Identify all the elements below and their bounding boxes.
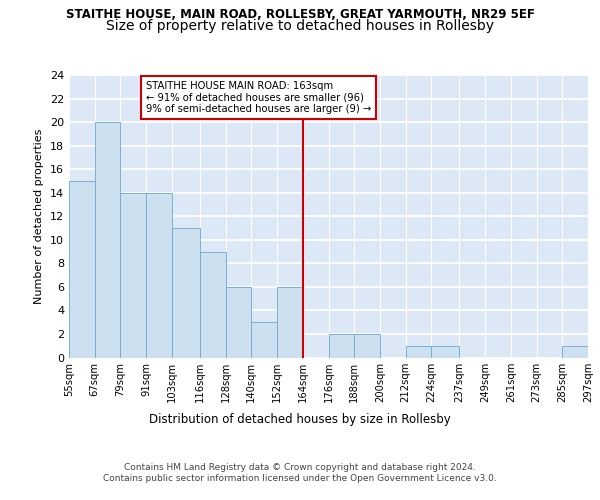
Bar <box>251 322 277 358</box>
Bar <box>329 334 354 357</box>
Text: STAITHE HOUSE MAIN ROAD: 163sqm
← 91% of detached houses are smaller (96)
9% of : STAITHE HOUSE MAIN ROAD: 163sqm ← 91% of… <box>146 81 371 114</box>
Bar <box>95 122 121 358</box>
Text: Contains HM Land Registry data © Crown copyright and database right 2024.: Contains HM Land Registry data © Crown c… <box>124 462 476 471</box>
Bar <box>277 287 303 358</box>
Bar <box>354 334 380 357</box>
Bar <box>431 346 460 358</box>
Bar <box>146 192 172 358</box>
Text: Contains public sector information licensed under the Open Government Licence v3: Contains public sector information licen… <box>103 474 497 483</box>
Text: Size of property relative to detached houses in Rollesby: Size of property relative to detached ho… <box>106 19 494 33</box>
Bar <box>226 287 251 358</box>
Text: STAITHE HOUSE, MAIN ROAD, ROLLESBY, GREAT YARMOUTH, NR29 5EF: STAITHE HOUSE, MAIN ROAD, ROLLESBY, GREA… <box>65 8 535 20</box>
Bar <box>121 192 146 358</box>
Bar <box>562 346 588 358</box>
Bar <box>406 346 431 358</box>
Y-axis label: Number of detached properties: Number of detached properties <box>34 128 44 304</box>
Bar <box>172 228 200 358</box>
Bar <box>200 252 226 358</box>
Text: Distribution of detached houses by size in Rollesby: Distribution of detached houses by size … <box>149 412 451 426</box>
Bar <box>69 181 95 358</box>
